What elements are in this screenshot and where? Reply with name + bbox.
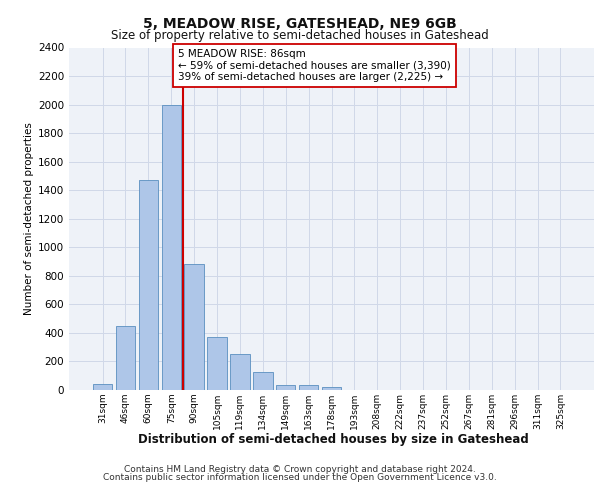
Bar: [208, 337, 227, 390]
Bar: [253, 372, 272, 390]
Text: Contains public sector information licensed under the Open Government Licence v3: Contains public sector information licen…: [103, 472, 497, 482]
Bar: [161, 104, 181, 390]
Y-axis label: Number of semi-detached properties: Number of semi-detached properties: [24, 122, 34, 315]
Text: Distribution of semi-detached houses by size in Gateshead: Distribution of semi-detached houses by …: [137, 432, 529, 446]
Bar: [116, 326, 135, 390]
Text: Size of property relative to semi-detached houses in Gateshead: Size of property relative to semi-detach…: [111, 29, 489, 42]
Text: 5 MEADOW RISE: 86sqm
← 59% of semi-detached houses are smaller (3,390)
39% of se: 5 MEADOW RISE: 86sqm ← 59% of semi-detac…: [178, 49, 451, 82]
Bar: [184, 264, 204, 390]
Bar: [322, 387, 341, 390]
Bar: [93, 384, 112, 390]
Text: 5, MEADOW RISE, GATESHEAD, NE9 6GB: 5, MEADOW RISE, GATESHEAD, NE9 6GB: [143, 18, 457, 32]
Bar: [276, 385, 295, 390]
Bar: [139, 180, 158, 390]
Text: Contains HM Land Registry data © Crown copyright and database right 2024.: Contains HM Land Registry data © Crown c…: [124, 465, 476, 474]
Bar: [299, 385, 319, 390]
Bar: [230, 354, 250, 390]
